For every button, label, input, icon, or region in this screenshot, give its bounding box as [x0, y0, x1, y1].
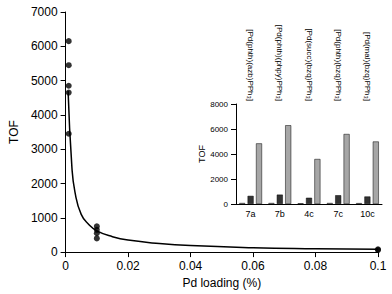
- svg-text:5000: 5000: [31, 74, 58, 88]
- svg-text:2000: 2000: [210, 175, 228, 184]
- svg-text:7c: 7c: [333, 209, 343, 219]
- svg-text:2000: 2000: [31, 177, 58, 191]
- svg-text:0: 0: [62, 259, 69, 273]
- svg-text:[Pd(phth)(azb)PPh₃]: [Pd(phth)(azb)PPh₃]: [246, 29, 255, 101]
- svg-text:7a: 7a: [246, 209, 256, 219]
- svg-text:7000: 7000: [31, 5, 58, 19]
- svg-text:4000: 4000: [210, 150, 228, 159]
- svg-text:0.1: 0.1: [370, 259, 387, 273]
- svg-text:6000: 6000: [31, 39, 58, 53]
- svg-text:4c: 4c: [304, 209, 314, 219]
- svg-text:[Pd(phth)(phpy)PPh₃]: [Pd(phth)(phpy)PPh₃]: [275, 25, 284, 101]
- svg-text:TOF: TOF: [197, 145, 207, 163]
- svg-text:4000: 4000: [31, 108, 58, 122]
- svg-text:0: 0: [51, 245, 58, 259]
- svg-text:3000: 3000: [31, 142, 58, 156]
- svg-text:0.02: 0.02: [116, 259, 140, 273]
- svg-text:6000: 6000: [210, 125, 228, 134]
- svg-text:0.06: 0.06: [241, 259, 265, 273]
- svg-text:[Pd(succ)(bzq)PPh₃]: [Pd(succ)(bzq)PPh₃]: [305, 28, 314, 101]
- svg-text:0.08: 0.08: [304, 259, 328, 273]
- svg-text:0: 0: [224, 200, 229, 209]
- svg-text:TOF: TOF: [7, 120, 21, 144]
- svg-text:7b: 7b: [275, 209, 285, 219]
- svg-text:8000: 8000: [210, 100, 228, 109]
- svg-text:1000: 1000: [31, 211, 58, 225]
- svg-text:[Pd(mal)(bzq)PPh₃]: [Pd(mal)(bzq)PPh₃]: [363, 32, 372, 101]
- svg-text:0.04: 0.04: [179, 259, 203, 273]
- svg-text:10c: 10c: [360, 209, 375, 219]
- svg-text:[Pd(phth)(bzq)PPh₃]: [Pd(phth)(bzq)PPh₃]: [334, 29, 343, 101]
- svg-text:Pd loading (%): Pd loading (%): [182, 276, 261, 290]
